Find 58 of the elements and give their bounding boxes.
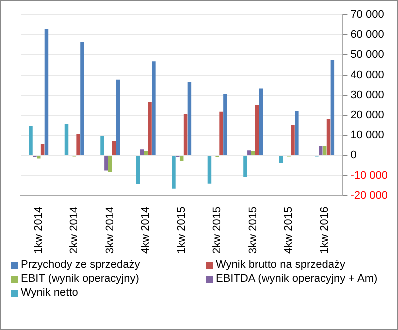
bar	[220, 112, 224, 156]
bar	[108, 156, 112, 172]
y-tick-label: 40 000	[350, 69, 384, 82]
legend-label: Przychody ze sprzedaży	[21, 259, 140, 271]
y-tick-label: -20 000	[350, 190, 388, 202]
bar	[255, 105, 260, 156]
y-tick-label: 70 000	[350, 9, 384, 22]
bar	[330, 60, 335, 156]
bar	[104, 156, 108, 171]
bar	[172, 156, 176, 189]
bar	[136, 156, 140, 184]
x-tick-label: 4kw 2014	[140, 206, 152, 254]
y-tick-label: 10 000	[350, 130, 384, 142]
legend-label: Wynik brutto na sprzedaży	[216, 259, 346, 271]
y-tick-label: 20 000	[350, 110, 384, 122]
bar	[76, 134, 80, 156]
bar	[64, 124, 69, 156]
legend-label: EBIT (wynik operacyjny)	[21, 273, 140, 285]
legend-label: EBITDA (wynik operacyjny + Am)	[216, 273, 378, 285]
bar	[295, 111, 299, 156]
bar	[100, 136, 104, 156]
bar	[279, 156, 284, 164]
y-tick-label: 60 000	[350, 29, 384, 42]
y-tick-label: -10 000	[350, 170, 388, 182]
bar	[37, 156, 41, 159]
bar	[326, 120, 331, 156]
bar	[44, 29, 49, 156]
bar	[180, 156, 184, 162]
bar	[144, 151, 148, 156]
bar	[148, 102, 152, 156]
x-tick-label: 1kw 2016	[318, 206, 331, 254]
x-tick-label: 1kw 2014	[32, 206, 45, 254]
bar	[319, 146, 323, 156]
bar	[29, 126, 33, 156]
x-tick-label: 2kw 2014	[68, 206, 81, 254]
bar	[244, 156, 248, 178]
bar	[40, 144, 45, 156]
bar	[112, 141, 116, 156]
bar	[140, 150, 144, 156]
bar	[224, 94, 228, 156]
y-tick-label: 30 000	[350, 89, 384, 102]
x-tick-label: 3kw 2015	[247, 206, 260, 254]
bar	[259, 88, 264, 156]
x-tick-label: 4kw 2015	[283, 206, 296, 254]
bar	[184, 114, 188, 156]
x-tick-label: 3kw 2014	[104, 206, 116, 254]
y-tick-label: 0	[350, 150, 357, 162]
bar	[152, 62, 156, 156]
legend-label: Wynik netto	[21, 287, 78, 299]
bar	[291, 126, 295, 156]
x-tick-label: 2kw 2015	[212, 206, 224, 254]
bar	[116, 80, 120, 156]
bar	[80, 42, 84, 156]
y-tick-label: 50 000	[350, 49, 384, 62]
bar	[208, 156, 212, 184]
bar	[248, 150, 252, 156]
bar	[188, 82, 192, 156]
x-tick-label: 1kw 2015	[176, 206, 188, 254]
